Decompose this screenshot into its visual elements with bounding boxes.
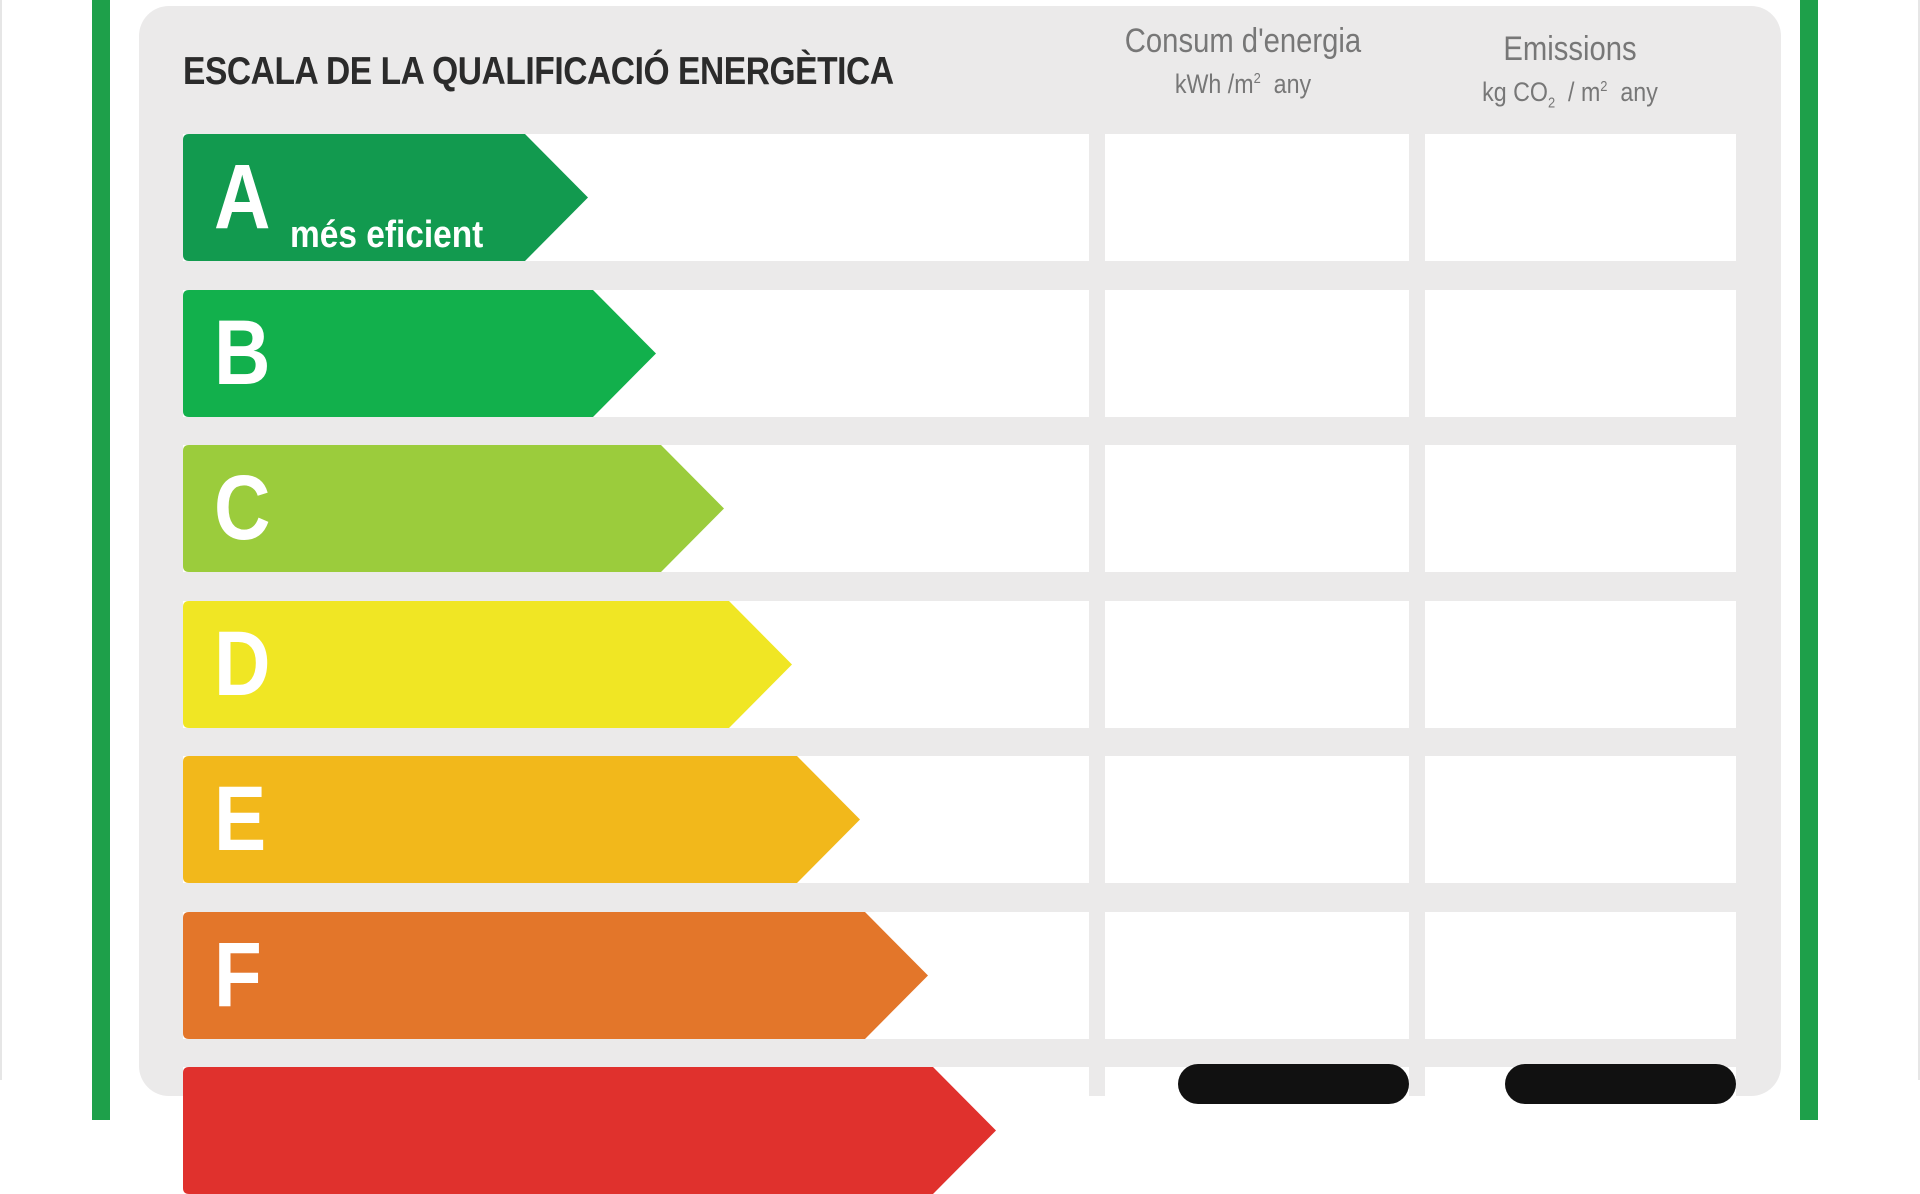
right-edge [1918,0,1920,1080]
rating-row: E [0,756,1920,883]
rating-arrow [183,134,588,261]
consum-cell [1105,756,1409,883]
emissions-label: Emissions [1503,30,1637,68]
consum-value-badge [1178,1064,1409,1104]
rating-letter: B [214,302,271,404]
emissions-cell [1425,756,1736,883]
emissions-cell [1425,601,1736,728]
column-header-emissions: Emissions kg CO2 / m2 any [1425,30,1715,111]
rating-row: C [0,445,1920,572]
consum-cell [1105,601,1409,728]
emissions-cell [1425,134,1736,261]
consum-cell [1105,912,1409,1039]
rating-row: B [0,290,1920,417]
column-header-consum: Consum d'energia kWh /m2 any [1098,22,1388,100]
emissions-cell [1425,290,1736,417]
emissions-cell [1425,912,1736,1039]
rating-arrow [183,1067,996,1194]
rating-arrow [183,290,656,417]
emissions-value-badge [1505,1064,1736,1104]
rating-label: més eficient [290,214,484,256]
emissions-unit: kg CO2 / m2 any [1482,77,1658,112]
emissions-cell [1425,445,1736,572]
consum-cell [1105,290,1409,417]
rating-letter: F [214,924,262,1026]
rating-letter: A [214,146,271,248]
rating-arrow [183,445,724,572]
consum-cell [1105,445,1409,572]
green-frame [92,0,1818,1120]
consum-label: Consum d'energia [1124,22,1362,60]
rating-row: D [0,601,1920,728]
rating-letter: C [214,457,271,559]
rating-arrow [183,912,928,1039]
rating-row: F [0,912,1920,1039]
rating-arrow [183,756,860,883]
scale-title: ESCALA DE LA QUALIFICACIÓ ENERGÈTICA [183,50,894,93]
consum-cell [1105,134,1409,261]
rating-letter: D [214,613,271,715]
rating-arrow [183,601,792,728]
consum-unit: kWh /m2 any [1174,69,1312,99]
rating-letter: E [214,768,267,870]
left-edge [0,0,2,1080]
